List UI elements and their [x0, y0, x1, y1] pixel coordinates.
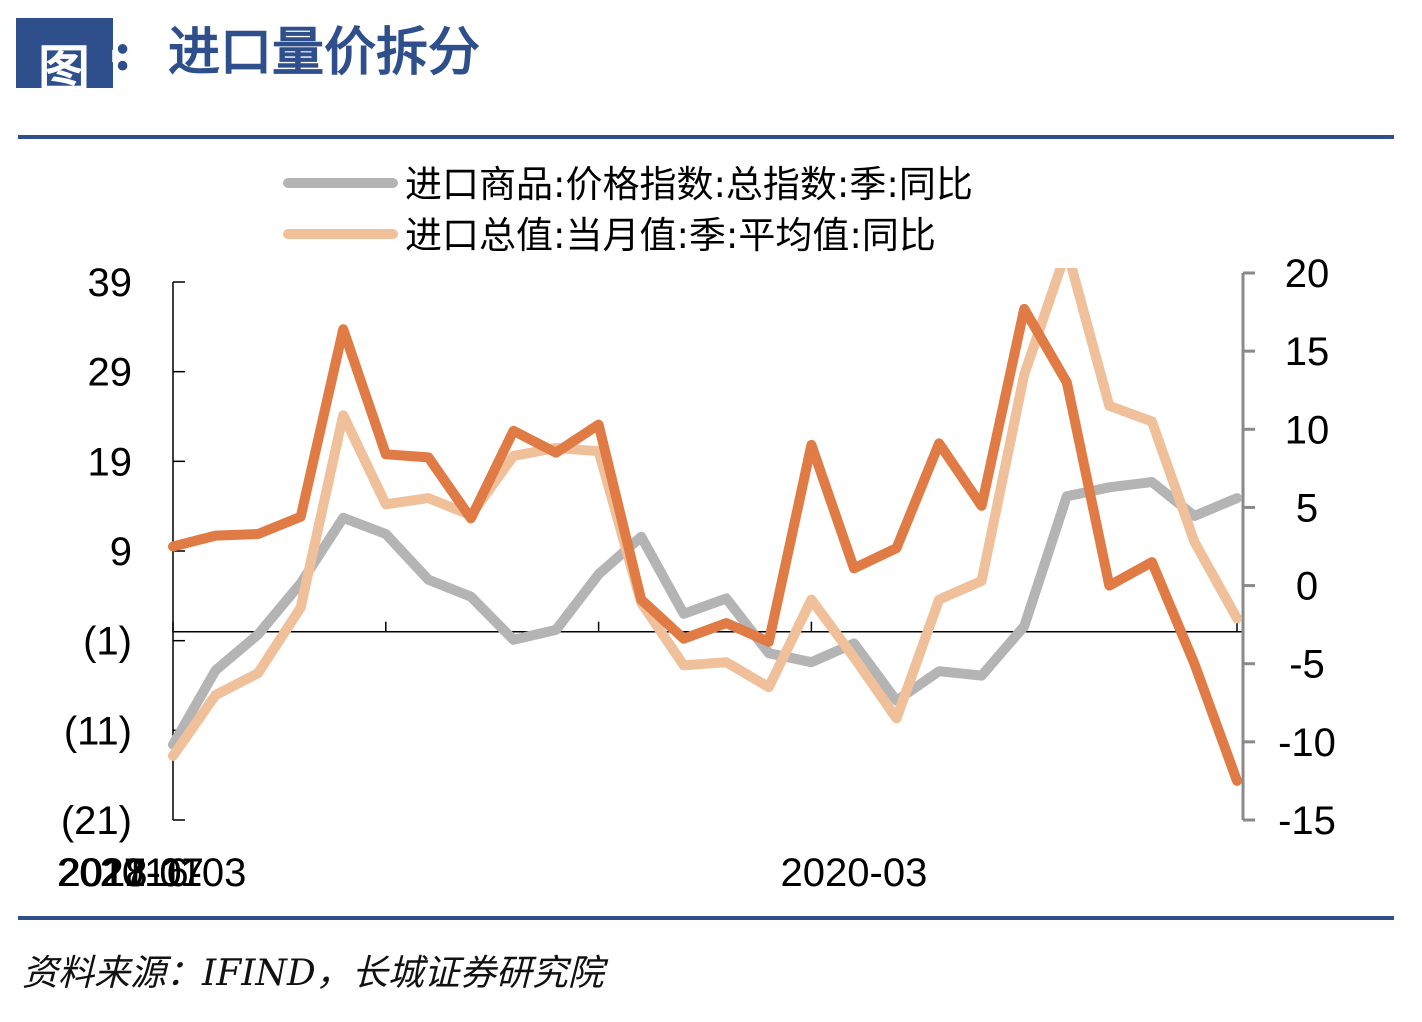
right-tick-label: 0	[1296, 565, 1318, 609]
x-tick-label: 2017-07	[57, 851, 204, 895]
right-tick-label: 15	[1285, 330, 1330, 374]
left-tick-label: (1)	[83, 620, 132, 664]
right-tick-label: -15	[1278, 799, 1336, 843]
x-tick-label: 2018-11	[59, 851, 203, 895]
series-import-value-line	[168, 268, 1242, 761]
source-note: 资料来源：IFIND，长城证券研究院	[22, 953, 604, 994]
legend-label-price-index: 进口商品:价格指数:总指数:季:同比	[405, 163, 973, 206]
right-tick-label: 5	[1296, 486, 1318, 530]
figure-number-badge: 图 7	[16, 18, 144, 101]
left-tick-label: 9	[110, 530, 132, 574]
right-tick-label: 20	[1285, 252, 1330, 296]
right-tick-label: 10	[1285, 408, 1330, 452]
x-tick-label: 2016-03	[100, 851, 247, 895]
figure-number: 图 7	[38, 40, 145, 101]
legend-label-import-value: 进口总值:当月值:季:平均值:同比	[405, 214, 936, 257]
x-tick-label: 2021-07	[57, 851, 204, 895]
right-tick-label: -5	[1289, 643, 1325, 687]
series-lines	[168, 268, 1242, 786]
bottom-rule	[18, 916, 1394, 920]
figure-title: 进口量价拆分	[168, 22, 481, 83]
left-tick-label: (11)	[64, 709, 132, 753]
figure-colon: :	[113, 22, 133, 83]
series-dark-orange-line	[168, 303, 1242, 786]
x-tick-label: 2020-03	[781, 851, 928, 895]
legend: 进口商品:价格指数:总指数:季:同比 进口总值:当月值:季:平均值:同比	[283, 163, 973, 257]
series-price-index-line	[168, 477, 1242, 750]
left-tick-label: 29	[88, 351, 133, 395]
left-tick-label: 19	[88, 440, 133, 484]
left-tick-label: 39	[88, 261, 133, 305]
right-tick-label: -10	[1278, 721, 1336, 765]
left-tick-label: (21)	[61, 799, 132, 843]
top-rule	[18, 135, 1394, 139]
